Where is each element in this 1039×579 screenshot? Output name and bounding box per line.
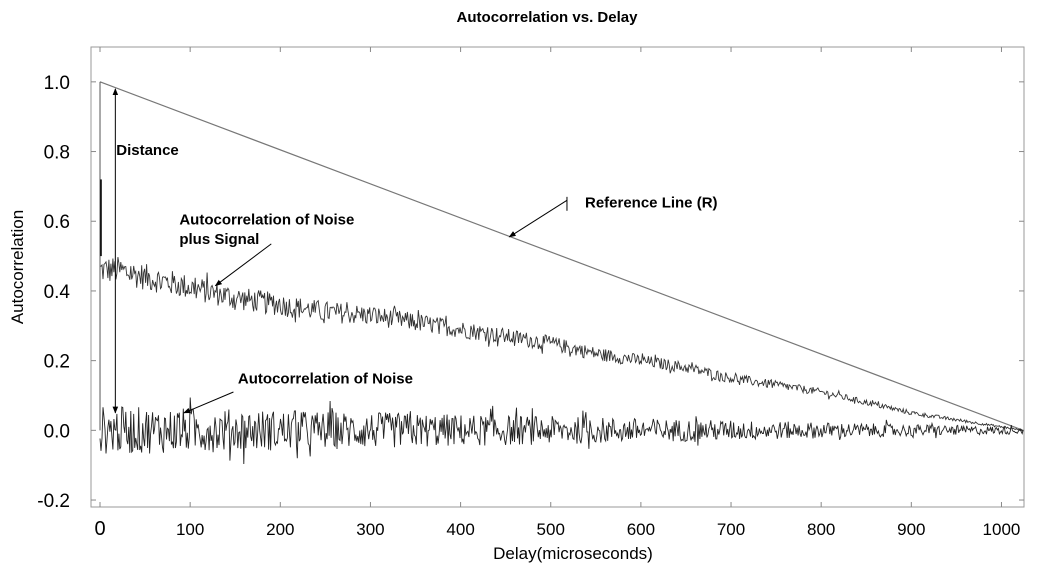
y-tick-label: 0.8 (44, 143, 70, 164)
y-tick-label: 0.4 (44, 282, 71, 303)
y-tick-label: 0.0 (44, 421, 70, 442)
annotation-label: plus Signal (179, 231, 259, 248)
x-tick-label: 400 (446, 520, 474, 539)
y-tick-label: 0.6 (44, 212, 70, 233)
annotation-arrow (214, 243, 272, 287)
annotation-arrow (183, 391, 234, 414)
chart-title: Autocorrelation vs. Delay (457, 9, 639, 26)
plot-frame (90, 46, 1025, 508)
x-tick-label: 100 (176, 520, 204, 539)
y-tick-label: -0.2 (37, 491, 70, 512)
series-layer (99, 81, 1024, 465)
annotation-label: Distance (116, 142, 179, 159)
y-axis-label: Autocorrelation (8, 210, 27, 324)
x-axis-label: Delay(microseconds) (493, 544, 653, 563)
series-line-0 (99, 81, 1024, 431)
x-tick-label: 0 (94, 518, 105, 540)
y-tick-label: 1.0 (44, 73, 70, 94)
series-line-1 (99, 257, 1024, 432)
x-tick-label: 200 (266, 520, 294, 539)
annotation-arrow (508, 199, 568, 238)
x-tick-label: 300 (356, 520, 384, 539)
x-tick-label: 1000 (983, 520, 1021, 539)
x-axis-ticks: 0 100 200 300 400 500 600 700 800 900 1000 (94, 47, 1020, 540)
annotation-label: Autocorrelation of Noise (238, 370, 413, 387)
series-line-2 (99, 397, 1024, 465)
annotation-label: Autocorrelation of Noise (179, 212, 354, 229)
y-axis-ticks: 1.0 0.8 0.6 0.4 0.2 0.0 -0.2 (37, 73, 1024, 512)
y-tick-label: 0.2 (44, 352, 70, 373)
x-tick-label: 900 (897, 520, 925, 539)
x-tick-label: 600 (627, 520, 655, 539)
x-tick-label: 500 (537, 520, 565, 539)
annotation-label: Reference Line (R) (585, 194, 718, 211)
x-tick-label: 800 (807, 520, 835, 539)
annotation-layer: Distance Reference Line (R) Autocorrelatio… (112, 88, 718, 414)
x-tick-label: 700 (717, 520, 745, 539)
